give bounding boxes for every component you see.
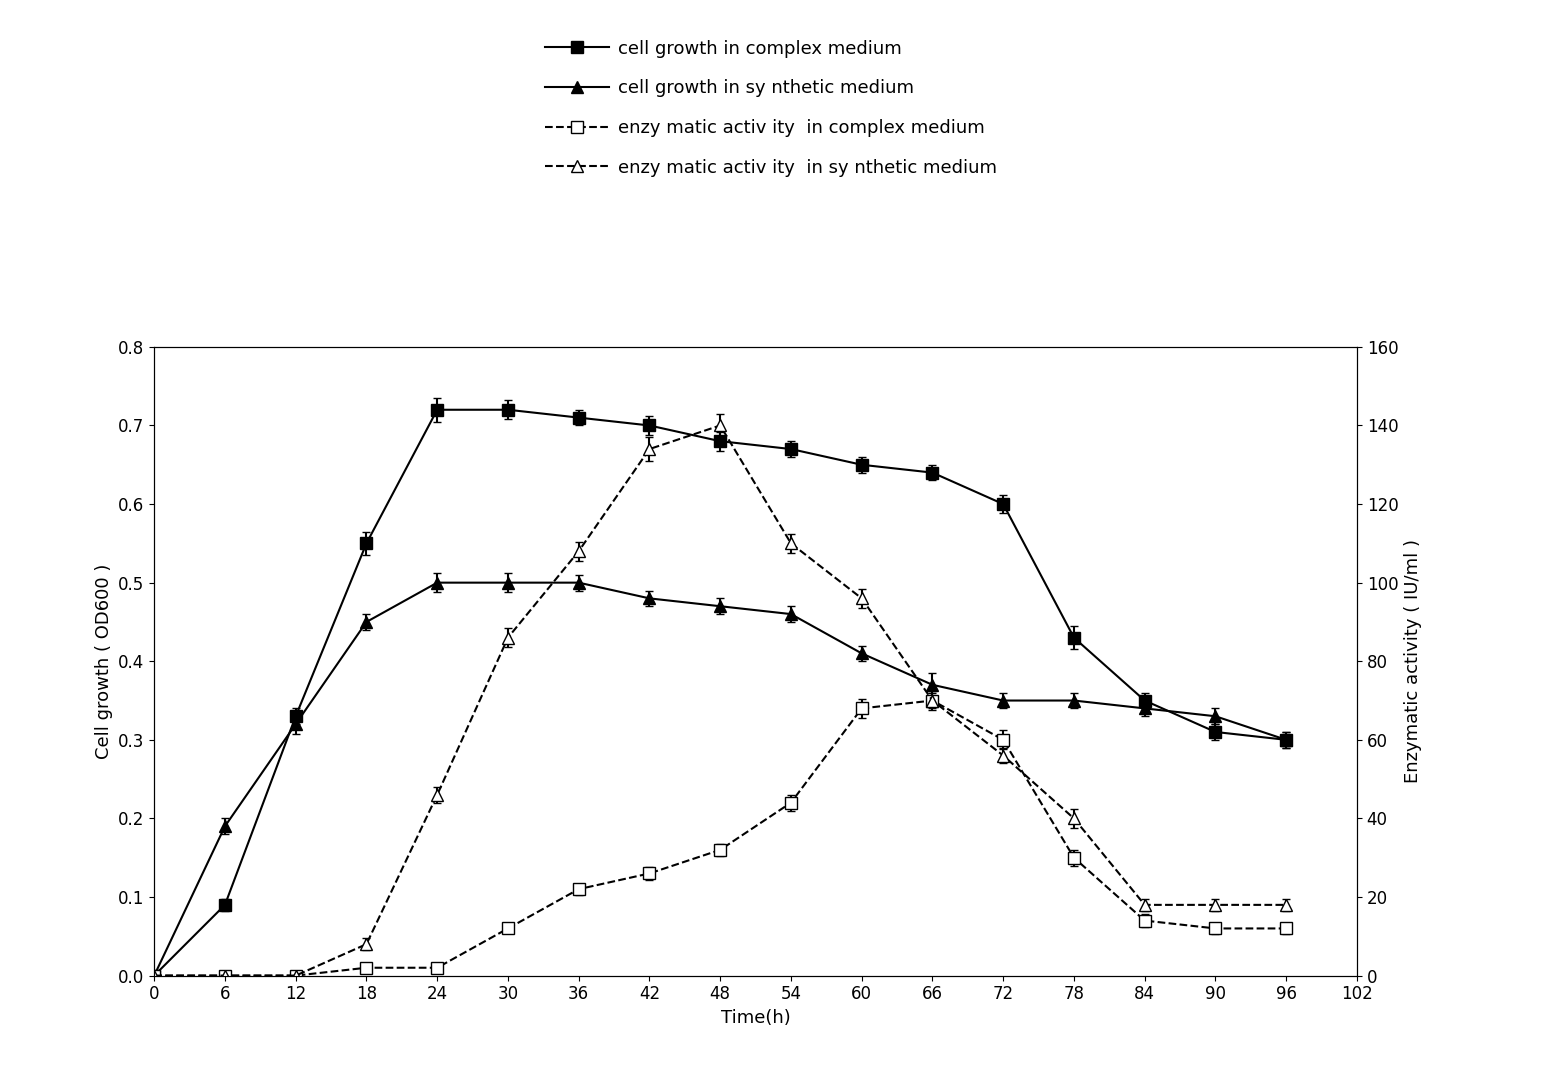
X-axis label: Time(h): Time(h) [720,1009,791,1027]
Y-axis label: Cell growth ( OD600 ): Cell growth ( OD600 ) [94,564,113,759]
Y-axis label: Enzymatic activity ( IU/ml ): Enzymatic activity ( IU/ml ) [1403,539,1422,784]
Legend: cell growth in complex medium, cell growth in sy nthetic medium, enzy matic acti: cell growth in complex medium, cell grow… [538,33,1004,184]
